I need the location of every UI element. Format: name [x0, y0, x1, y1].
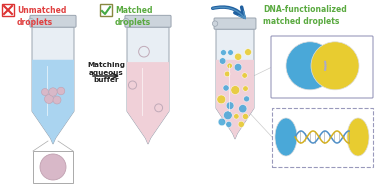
FancyBboxPatch shape: [125, 15, 171, 27]
Polygon shape: [32, 27, 74, 144]
Circle shape: [228, 50, 233, 55]
Ellipse shape: [275, 118, 297, 156]
Circle shape: [226, 102, 234, 109]
Circle shape: [324, 67, 327, 69]
Circle shape: [324, 63, 327, 65]
Circle shape: [231, 86, 240, 94]
Text: Unmatched
droplets: Unmatched droplets: [17, 6, 67, 27]
FancyBboxPatch shape: [271, 107, 372, 167]
Circle shape: [324, 69, 326, 71]
Circle shape: [242, 73, 247, 78]
Circle shape: [324, 61, 326, 63]
FancyBboxPatch shape: [2, 4, 14, 16]
Circle shape: [123, 18, 129, 24]
Ellipse shape: [347, 118, 369, 156]
Circle shape: [243, 86, 248, 91]
Circle shape: [42, 89, 48, 95]
Polygon shape: [32, 60, 74, 144]
Circle shape: [238, 121, 244, 127]
Circle shape: [217, 95, 226, 104]
Circle shape: [242, 114, 248, 119]
Circle shape: [311, 42, 359, 90]
FancyBboxPatch shape: [214, 18, 256, 29]
Circle shape: [219, 58, 226, 64]
FancyBboxPatch shape: [271, 36, 373, 98]
Polygon shape: [216, 60, 254, 139]
Circle shape: [286, 42, 334, 90]
Circle shape: [239, 105, 247, 113]
FancyArrowPatch shape: [213, 7, 244, 17]
Circle shape: [53, 96, 61, 104]
Circle shape: [243, 96, 249, 102]
Circle shape: [223, 85, 229, 91]
Polygon shape: [127, 62, 169, 144]
Circle shape: [28, 18, 34, 24]
Circle shape: [234, 63, 242, 71]
Bar: [33, 151, 73, 183]
Circle shape: [227, 63, 232, 68]
Circle shape: [57, 87, 65, 95]
Text: Matching
aqueous
buffer: Matching aqueous buffer: [87, 62, 125, 83]
Circle shape: [245, 49, 251, 56]
FancyBboxPatch shape: [100, 4, 112, 16]
Polygon shape: [216, 29, 254, 139]
Polygon shape: [127, 27, 169, 144]
Text: Matched
droplets: Matched droplets: [115, 6, 152, 27]
FancyBboxPatch shape: [30, 15, 76, 27]
Circle shape: [223, 111, 232, 120]
FancyArrowPatch shape: [213, 7, 245, 19]
Text: DNA-functionalized
matched droplets: DNA-functionalized matched droplets: [263, 5, 347, 26]
Circle shape: [234, 114, 239, 119]
Circle shape: [226, 121, 232, 127]
Circle shape: [221, 50, 226, 55]
Circle shape: [45, 95, 54, 103]
Circle shape: [49, 88, 57, 96]
Circle shape: [225, 71, 230, 77]
Circle shape: [212, 21, 218, 26]
Circle shape: [324, 65, 327, 67]
Circle shape: [234, 53, 242, 60]
Circle shape: [40, 154, 66, 180]
Circle shape: [218, 118, 226, 126]
